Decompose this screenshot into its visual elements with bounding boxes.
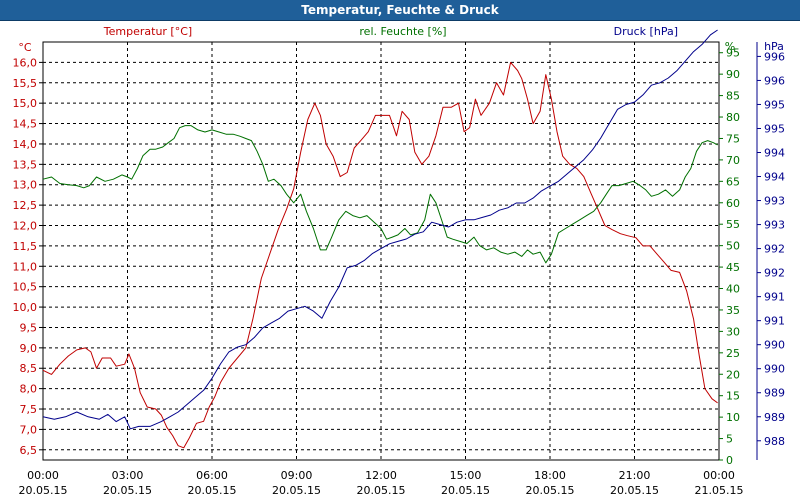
humidity-tick-label: 35	[726, 304, 740, 317]
humidity-tick-label: 45	[726, 261, 740, 274]
pressure-tick-label: 994	[764, 147, 785, 160]
pressure-tick-label: 989	[764, 411, 785, 424]
x-tick-time: 15:00	[450, 469, 482, 482]
temperature-tick-label: 12,5	[13, 199, 38, 212]
humidity-tick-label: 10	[726, 411, 740, 424]
chart-title: Temperatur, Feuchte & Druck	[301, 3, 499, 17]
pressure-tick-label: 996	[764, 50, 785, 63]
temperature-tick-label: 12,0	[13, 220, 38, 233]
pressure-tick-label: 994	[764, 171, 785, 184]
humidity-tick-label: 30	[726, 325, 740, 338]
temperature-tick-label: 9,0	[20, 342, 38, 355]
x-tick-date: 20.05.15	[188, 484, 237, 497]
pressure-tick-label: 996	[764, 74, 785, 87]
humidity-tick-label: 85	[726, 90, 740, 103]
temperature-tick-label: 7,0	[20, 423, 38, 436]
x-tick-date: 20.05.15	[357, 484, 406, 497]
humidity-tick-label: 5	[726, 433, 733, 446]
x-tick-date: 20.05.15	[103, 484, 152, 497]
x-tick-date: 20.05.15	[526, 484, 575, 497]
humidity-tick-label: 60	[726, 197, 740, 210]
temperature-tick-label: 9,5	[20, 321, 38, 334]
x-tick-date: 20.05.15	[610, 484, 659, 497]
series-legend-label: rel. Feuchte [%]	[359, 25, 446, 38]
humidity-tick-label: 65	[726, 175, 740, 188]
temperature-tick-label: 10,5	[13, 281, 38, 294]
x-tick-time: 18:00	[534, 469, 566, 482]
temperature-tick-label: 16,0	[13, 56, 38, 69]
series-line-pressure	[42, 29, 718, 430]
x-tick-time: 06:00	[196, 469, 228, 482]
series-line-temperature	[42, 61, 718, 449]
humidity-unit: %	[725, 40, 735, 53]
pressure-tick-label: 991	[764, 315, 785, 328]
x-tick-time: 00:00	[27, 469, 59, 482]
x-tick-time: 09:00	[281, 469, 313, 482]
temperature-tick-label: 10,0	[13, 301, 38, 314]
temperature-unit: °C	[18, 41, 32, 54]
x-tick-date: 21.05.15	[695, 484, 744, 497]
temperature-tick-label: 13,0	[13, 179, 38, 192]
x-tick-date: 20.05.15	[441, 484, 490, 497]
pressure-tick-label: 990	[764, 363, 785, 376]
temperature-tick-label: 13,5	[13, 158, 38, 171]
pressure-tick-label: 995	[764, 122, 785, 135]
chart-title-bar: Temperatur, Feuchte & Druck	[0, 0, 800, 21]
temperature-tick-label: 15,0	[13, 97, 38, 110]
series-line-humidity	[42, 125, 718, 264]
humidity-tick-label: 95	[726, 47, 740, 60]
humidity-tick-label: 25	[726, 347, 740, 360]
pressure-tick-label: 995	[764, 98, 785, 111]
series-legend-label: Druck [hPa]	[614, 25, 678, 38]
humidity-tick-label: 0	[726, 454, 733, 467]
temperature-tick-label: 11,0	[13, 260, 38, 273]
temperature-tick-label: 8,5	[20, 362, 38, 375]
pressure-tick-label: 991	[764, 291, 785, 304]
humidity-tick-label: 50	[726, 240, 740, 253]
pressure-unit: hPa	[764, 40, 784, 53]
series-legend-label: Temperatur [°C]	[103, 25, 192, 38]
temperature-tick-label: 14,5	[13, 118, 38, 131]
humidity-tick-label: 20	[726, 368, 740, 381]
x-tick-time: 03:00	[112, 469, 144, 482]
pressure-tick-label: 989	[764, 387, 785, 400]
pressure-tick-label: 993	[764, 219, 785, 232]
humidity-tick-label: 90	[726, 68, 740, 81]
x-tick-time: 12:00	[365, 469, 397, 482]
humidity-tick-label: 40	[726, 283, 740, 296]
temperature-tick-label: 6,5	[20, 444, 38, 457]
pressure-tick-label: 988	[764, 435, 785, 448]
pressure-tick-label: 990	[764, 339, 785, 352]
temperature-tick-label: 7,5	[20, 403, 38, 416]
pressure-tick-label: 993	[764, 195, 785, 208]
x-tick-date: 20.05.15	[272, 484, 321, 497]
humidity-tick-label: 70	[726, 154, 740, 167]
x-tick-date: 20.05.15	[19, 484, 68, 497]
temperature-tick-label: 15,5	[13, 77, 38, 90]
humidity-tick-label: 15	[726, 390, 740, 403]
humidity-tick-label: 80	[726, 111, 740, 124]
pressure-tick-label: 992	[764, 243, 785, 256]
pressure-tick-label: 992	[764, 267, 785, 280]
x-tick-time: 21:00	[619, 469, 651, 482]
temperature-tick-label: 14,0	[13, 138, 38, 151]
humidity-tick-label: 55	[726, 218, 740, 231]
x-tick-time: 00:00	[703, 469, 735, 482]
humidity-tick-label: 75	[726, 132, 740, 145]
temperature-tick-label: 8,0	[20, 383, 38, 396]
temperature-tick-label: 11,5	[13, 240, 38, 253]
